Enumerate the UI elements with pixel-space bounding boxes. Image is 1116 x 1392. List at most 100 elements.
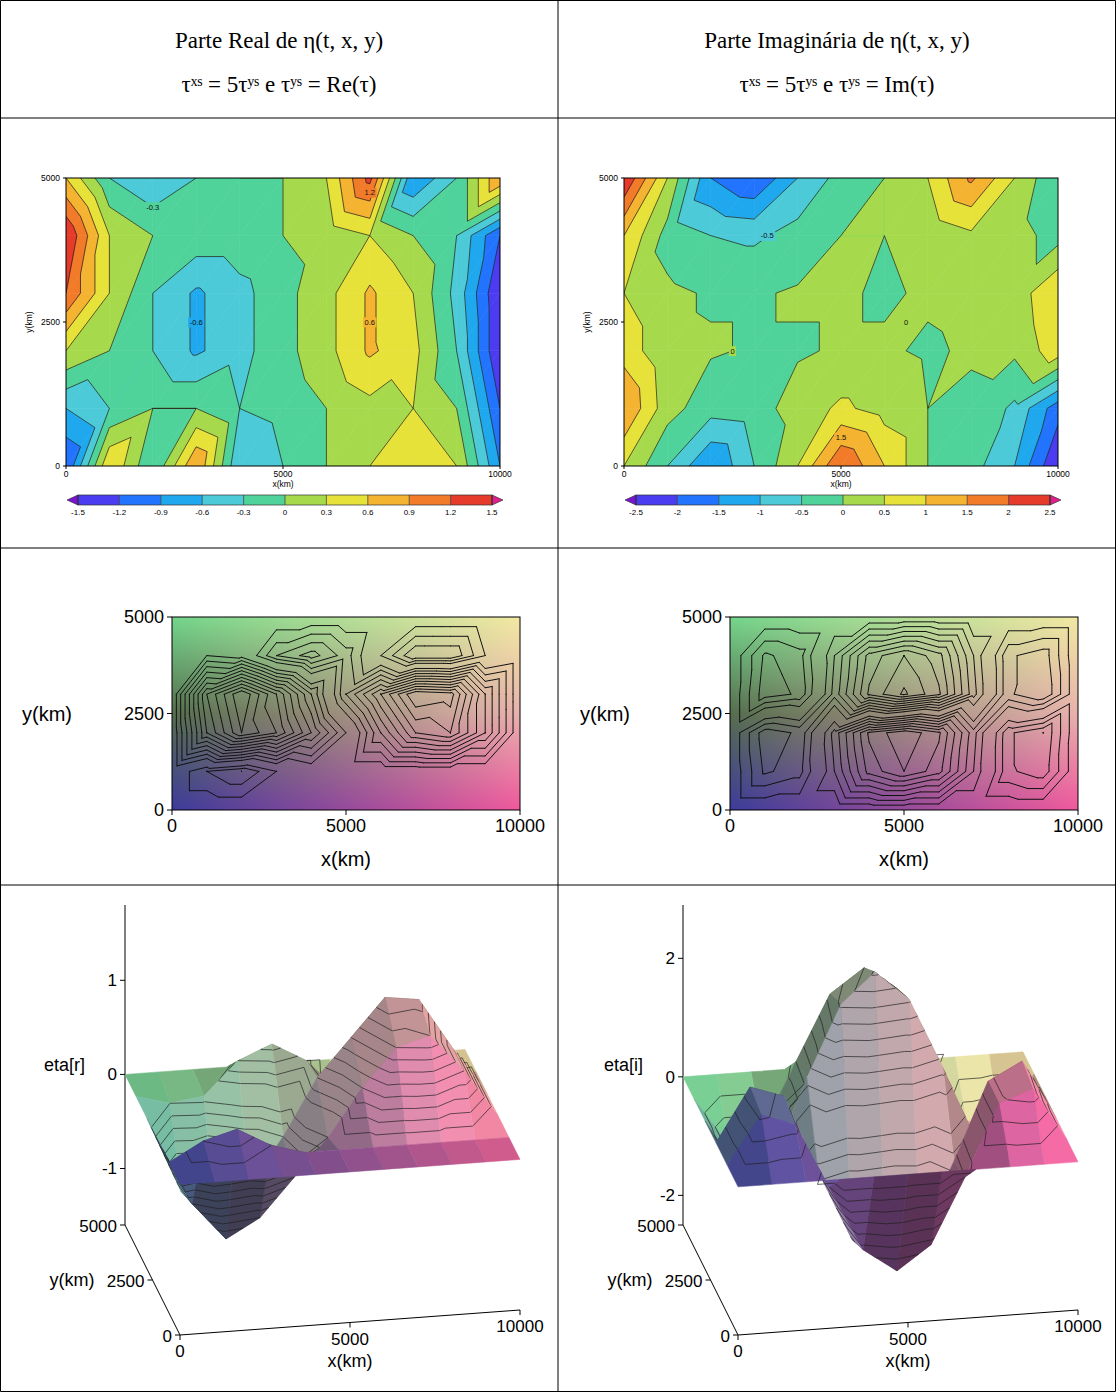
- contour-fill: [240, 408, 283, 422]
- y-tick: [148, 1280, 153, 1281]
- colorbar-frame: [78, 495, 492, 505]
- contour-fill: [928, 293, 971, 331]
- contour-fill: [884, 236, 927, 274]
- contour-fill: [376, 293, 413, 351]
- colorbar-frame: [636, 495, 1050, 505]
- colorbar-band: [244, 495, 285, 505]
- contour-line: [176, 627, 485, 766]
- contour-fill: [776, 293, 798, 322]
- colorbar-tick: [760, 495, 761, 505]
- contour-fill: [754, 351, 797, 409]
- contour-fill: [971, 236, 1014, 294]
- x-tick: [908, 1323, 909, 1328]
- y-axis-title: y(km): [582, 311, 592, 332]
- colorbar-band: [78, 495, 119, 505]
- x-axis-title: x(km): [328, 1351, 373, 1371]
- contour-line: [846, 636, 1043, 733]
- label-patch: [145, 202, 161, 212]
- colorbar-tick: [409, 495, 410, 505]
- contour-line: [1044, 425, 1058, 466]
- contour-fill: [798, 178, 841, 236]
- contour-label: 1.5: [836, 433, 846, 442]
- contour-fill: [1036, 236, 1058, 265]
- column-subtitle: τˣˢ = 5τʸˢ e τʸˢ = Re(τ): [182, 72, 377, 97]
- y-tick-label: 2500: [41, 317, 60, 327]
- contour-fill: [884, 293, 927, 351]
- contour-fill: [971, 293, 1014, 351]
- contour-fill: [798, 178, 841, 236]
- column-subtitle: τˣˢ = 5τʸˢ e τʸˢ = Im(τ): [740, 72, 935, 97]
- contour-fill: [489, 293, 500, 351]
- y-axis-title: y(km): [22, 703, 72, 725]
- table-border: [0, 1, 1, 1392]
- contour-label: -0.6: [190, 318, 203, 327]
- plot-background: [730, 617, 1078, 810]
- contour-fill: [667, 274, 674, 293]
- contour-fill: [326, 408, 369, 466]
- contour-line: [66, 178, 500, 466]
- colorbar-tick-label: 1.5: [486, 508, 498, 517]
- x-tick: [346, 810, 347, 815]
- contour-fill: [971, 178, 1014, 236]
- contour-fill: [667, 236, 710, 284]
- contour-fill: [370, 236, 393, 289]
- x-tick-label: 5000: [884, 816, 924, 836]
- colorbar-tick: [367, 495, 368, 505]
- colorbar-tick-label: 0.9: [404, 508, 416, 517]
- contour-fill: [489, 178, 500, 192]
- surface-contour: [829, 1183, 872, 1245]
- contour-fill: [109, 293, 152, 351]
- contour-fill: [754, 293, 776, 351]
- x-axis-title: x(km): [830, 479, 851, 489]
- y-tick-label: 0: [613, 461, 618, 471]
- z-tick-label: -2: [660, 1186, 675, 1205]
- x-tick-label: 5000: [326, 816, 366, 836]
- colorbar-tick-label: 2.5: [1044, 508, 1056, 517]
- contour-fill: [413, 178, 456, 236]
- colorbar-band: [677, 495, 718, 505]
- contour-fill: [283, 408, 326, 466]
- contour-fill: [196, 365, 229, 408]
- contour-fill: [754, 178, 797, 236]
- surface-facet: [727, 1115, 772, 1187]
- contour-fill: [1015, 408, 1048, 466]
- surface-facet: [829, 1177, 874, 1250]
- contour-line: [66, 178, 500, 466]
- contour-fill: [205, 293, 240, 339]
- x-tick-label: 5000: [331, 1330, 369, 1349]
- label-patch: [363, 188, 376, 198]
- contour-fill: [754, 351, 797, 409]
- contour-fill: [624, 367, 640, 408]
- contour-fill: [326, 408, 369, 466]
- contour-line: [624, 178, 1058, 466]
- y-tick-label: 0: [712, 800, 722, 820]
- colorbar-band: [202, 495, 243, 505]
- colorbar-tick-label: 0: [283, 508, 288, 517]
- contour-line: [887, 731, 922, 772]
- contour-fill: [928, 236, 971, 294]
- contour-line: [868, 651, 941, 700]
- x-tick: [172, 810, 173, 815]
- contour-fill: [153, 236, 196, 294]
- surface-contour: [186, 1141, 209, 1163]
- colorbar-tick: [1050, 495, 1051, 505]
- contour-line: [66, 178, 500, 466]
- contour-line: [853, 724, 955, 786]
- colorbar-tick-label: 0: [841, 508, 846, 517]
- colorbar-band: [368, 495, 409, 505]
- z-axis-title: eta[i]: [604, 1055, 643, 1075]
- contour-fill: [928, 408, 971, 466]
- contour-fill: [196, 178, 239, 236]
- contour-fill: [971, 293, 1014, 351]
- surface-contour: [203, 1129, 244, 1164]
- colorbar-tick: [884, 495, 885, 505]
- colorbar-tick: [1008, 495, 1009, 505]
- contour-fill: [863, 293, 885, 322]
- contour-fill: [711, 418, 744, 444]
- table-border: [1115, 1, 1116, 1392]
- y-axis-title: y(km): [24, 311, 34, 332]
- contour-fill: [928, 351, 971, 409]
- y-axis-title: y(km): [580, 703, 630, 725]
- contour-fill: [1031, 293, 1058, 325]
- contour-fill: [489, 178, 500, 192]
